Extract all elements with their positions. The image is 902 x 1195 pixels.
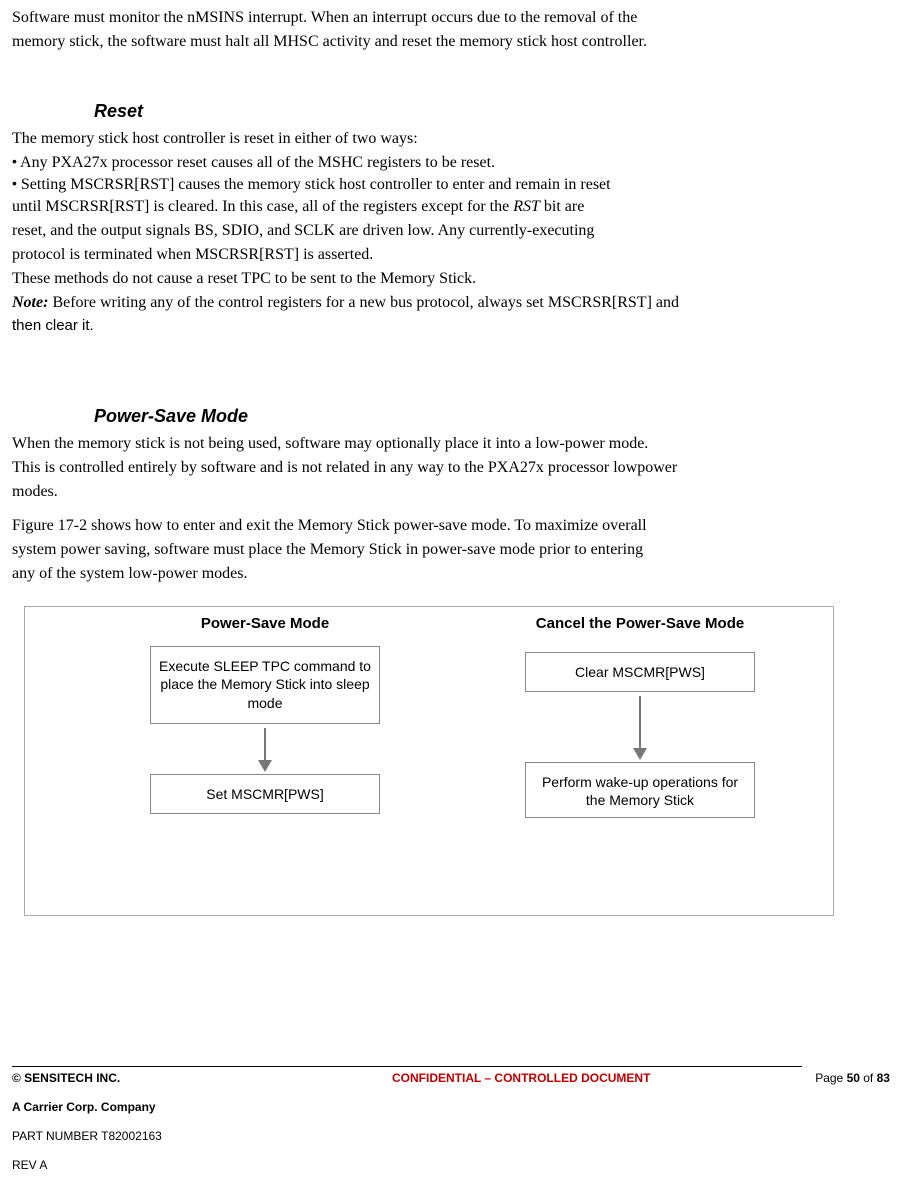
heading-power-save: Power-Save Mode	[94, 405, 890, 428]
diagram-right-title: Cancel the Power-Save Mode	[470, 615, 810, 634]
intro-line-1: Software must monitor the nMSINS interru…	[12, 8, 890, 28]
intro-line-2: memory stick, the software must halt all…	[12, 32, 890, 52]
footer-rev: REV A	[12, 1158, 890, 1173]
diagram-right-arrow	[470, 696, 810, 760]
footer-page-mid: of	[860, 1071, 877, 1085]
diagram-right-box-2: Perform wake-up operations for the Memor…	[525, 762, 755, 818]
power-p5: system power saving, software must place…	[12, 540, 890, 560]
reset-bullet-1: • Any PXA27x processor reset causes all …	[12, 153, 890, 173]
reset-bullet-1-text: Any PXA27x processor reset causes all of…	[17, 154, 495, 171]
reset-b2-rst: RST	[513, 198, 540, 215]
note-label: Note:	[12, 294, 48, 311]
reset-line-1: The memory stick host controller is rese…	[12, 129, 890, 149]
footer-classification: CONFIDENTIAL – CONTROLLED DOCUMENT	[346, 1071, 697, 1086]
power-p1: When the memory stick is not being used,…	[12, 434, 890, 454]
arrow-line-icon	[264, 728, 266, 762]
diagram-right-box-1: Clear MSCMR[PWS]	[525, 652, 755, 692]
diagram-left-box-2: Set MSCMR[PWS]	[150, 774, 380, 814]
heading-reset: Reset	[94, 100, 890, 123]
note-text: Before writing any of the control regist…	[48, 294, 679, 311]
diagram-left-column: Power-Save Mode Execute SLEEP TPC comman…	[95, 615, 435, 814]
footer-subcompany: A Carrier Corp. Company	[12, 1100, 890, 1115]
reset-bullet-2-l1: • Setting MSCRSR[RST] causes the memory …	[12, 175, 890, 195]
power-p6: any of the system low-power modes.	[12, 564, 890, 584]
power-p4: Figure 17-2 shows how to enter and exit …	[12, 516, 890, 536]
diagram-left-arrow	[95, 728, 435, 772]
reset-bullet-2-l2: until MSCRSR[RST] is cleared. In this ca…	[12, 197, 890, 217]
reset-b2-l2b: bit are	[540, 198, 584, 215]
arrow-line-icon	[639, 696, 641, 750]
power-p2: This is controlled entirely by software …	[12, 458, 890, 478]
footer-company: © SENSITECH INC.	[12, 1071, 346, 1086]
footer-part-number: PART NUMBER T82002163	[12, 1129, 890, 1144]
footer-rule	[12, 1066, 802, 1067]
diagram-left-box-1: Execute SLEEP TPC command to place the M…	[150, 646, 380, 724]
power-p3: modes.	[12, 482, 890, 502]
footer-page-total: 83	[877, 1071, 890, 1085]
reset-bullet-2-l4: protocol is terminated when MSCRSR[RST] …	[12, 245, 890, 265]
footer-page-current: 50	[847, 1071, 860, 1085]
footer-page-prefix: Page	[815, 1071, 846, 1085]
reset-line-5: These methods do not cause a reset TPC t…	[12, 269, 890, 289]
footer-page: Page 50 of 83	[697, 1071, 890, 1086]
reset-bullet-2-l3: reset, and the output signals BS, SDIO, …	[12, 221, 890, 241]
power-save-diagram: Power-Save Mode Execute SLEEP TPC comman…	[24, 606, 834, 916]
diagram-right-column: Cancel the Power-Save Mode Clear MSCMR[P…	[470, 615, 810, 818]
reset-note-line: Note: Before writing any of the control …	[12, 293, 890, 313]
footer-row-1: © SENSITECH INC. CONFIDENTIAL – CONTROLL…	[12, 1071, 890, 1086]
diagram-left-title: Power-Save Mode	[95, 615, 435, 634]
reset-b2-l2a: until MSCRSR[RST] is cleared. In this ca…	[12, 198, 513, 215]
reset-bullet-2-text-a: Setting MSCRSR[RST] causes the memory st…	[17, 176, 611, 193]
reset-note-tail: then clear it.	[12, 317, 890, 336]
